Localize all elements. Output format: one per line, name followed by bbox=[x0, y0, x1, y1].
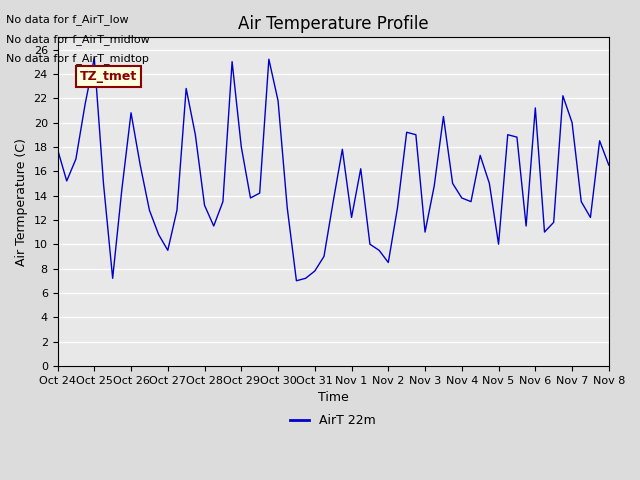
Y-axis label: Air Termperature (C): Air Termperature (C) bbox=[15, 138, 28, 265]
Legend: AirT 22m: AirT 22m bbox=[285, 409, 381, 432]
Title: Air Temperature Profile: Air Temperature Profile bbox=[238, 15, 429, 33]
X-axis label: Time: Time bbox=[318, 391, 349, 404]
Text: No data for f_AirT_midlow: No data for f_AirT_midlow bbox=[6, 34, 150, 45]
Text: No data for f_AirT_low: No data for f_AirT_low bbox=[6, 14, 129, 25]
Text: No data for f_AirT_midtop: No data for f_AirT_midtop bbox=[6, 53, 149, 64]
Text: TZ_tmet: TZ_tmet bbox=[79, 70, 137, 83]
